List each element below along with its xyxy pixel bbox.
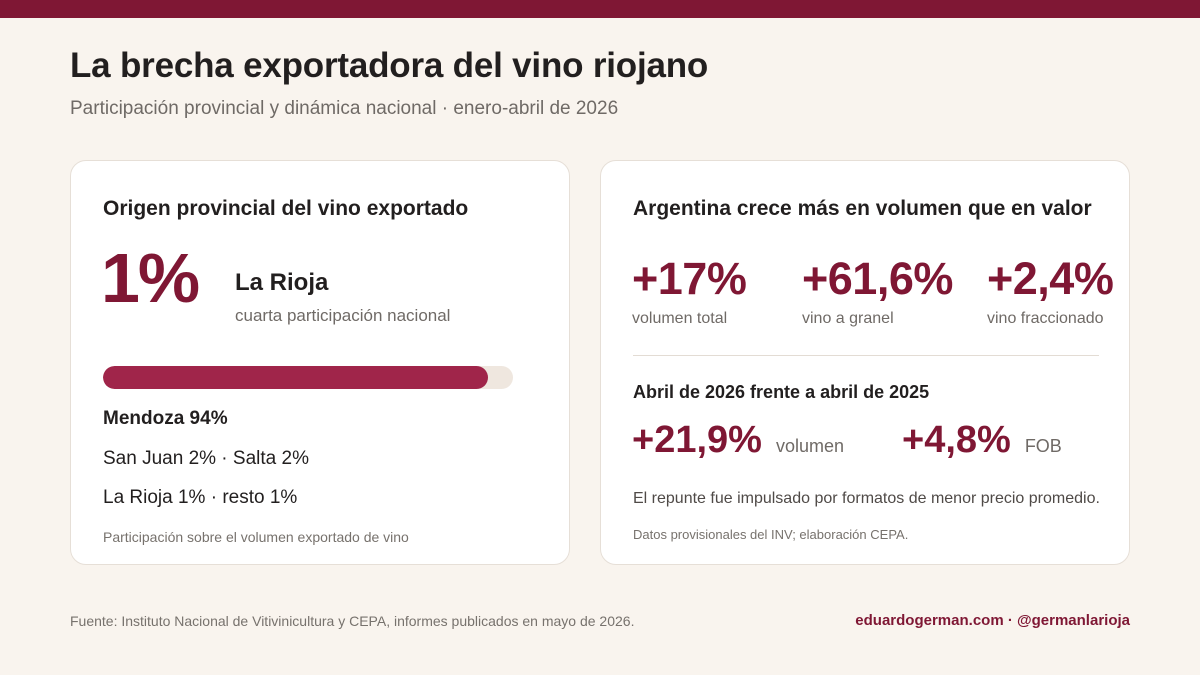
top-accent-bar	[0, 0, 1200, 18]
comparison-value: +4,8%	[902, 419, 1011, 461]
share-line: San Juan 2% · Salta 2%	[103, 448, 309, 469]
stat-label: vino fraccionado	[987, 310, 1104, 327]
stat-label: vino a granel	[802, 310, 894, 327]
share-line: La Rioja 1% · resto 1%	[103, 487, 298, 508]
card-title: Origen provincial del vino exportado	[103, 197, 469, 220]
comparison-volume: +21,9% volumen	[632, 419, 844, 462]
stat-label: volumen total	[632, 310, 728, 327]
big-percentage: 1%	[101, 239, 200, 317]
card-source: Datos provisionales del INV; elaboración…	[633, 527, 909, 542]
page-title: La brecha exportadora del vino riojano	[70, 46, 709, 85]
comparison-title: Abril de 2026 frente a abril de 2025	[633, 382, 930, 402]
comparison-value: +21,9%	[632, 419, 762, 461]
card-note: Participación sobre el volumen exportado…	[103, 529, 409, 545]
comparison-label: FOB	[1024, 436, 1062, 456]
share-bar-track	[103, 366, 513, 389]
card-note: El repunte fue impulsado por formatos de…	[633, 490, 1100, 507]
stat-value: +2,4%	[987, 253, 1114, 304]
share-bar-fill	[103, 366, 489, 389]
national-dynamics-card: Argentina crece más en volumen que en va…	[600, 160, 1130, 565]
province-name: La Rioja	[235, 269, 329, 296]
page-subtitle: Participación provincial y dinámica naci…	[70, 98, 619, 119]
footer-source: Fuente: Instituto Nacional de Vitivinicu…	[70, 613, 635, 629]
stat-value: +17%	[632, 253, 747, 304]
share-main: Mendoza 94%	[103, 408, 228, 429]
stat-bottled-wine: +2,4% vino fraccionado	[987, 253, 1114, 328]
province-note: cuarta participación nacional	[235, 306, 451, 325]
stat-bulk-wine: +61,6% vino a granel	[802, 256, 953, 328]
footer-credit: eduardogerman.com · @germanlarioja	[855, 612, 1130, 629]
stat-value: +61,6%	[802, 253, 953, 304]
stat-total-volume: +17% volumen total	[632, 253, 747, 328]
provincial-origin-card: Origen provincial del vino exportado 1% …	[70, 160, 570, 565]
card-title: Argentina crece más en volumen que en va…	[633, 197, 1092, 220]
comparison-fob: +4,8% FOB	[902, 419, 1062, 462]
comparison-label: volumen	[775, 436, 844, 456]
divider	[633, 355, 1099, 356]
